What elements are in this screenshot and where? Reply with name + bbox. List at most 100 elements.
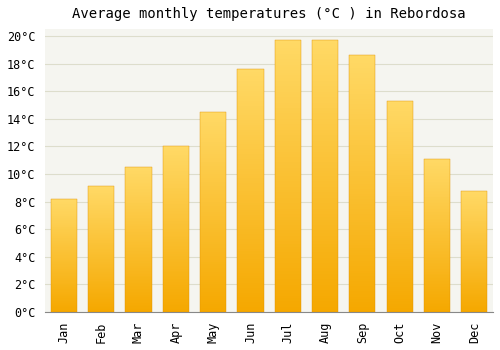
Bar <box>350 296 376 299</box>
Bar <box>126 290 152 292</box>
Bar <box>51 261 77 262</box>
Bar <box>350 243 376 245</box>
Bar <box>312 144 338 146</box>
Bar <box>88 278 114 279</box>
Bar <box>274 309 301 312</box>
Bar <box>350 263 376 266</box>
Bar <box>200 166 226 168</box>
Bar <box>88 273 114 274</box>
Bar <box>386 149 413 152</box>
Bar <box>162 284 189 286</box>
Bar <box>162 184 189 186</box>
Bar <box>424 310 450 312</box>
Bar <box>312 135 338 138</box>
Bar <box>424 194 450 196</box>
Bar <box>386 272 413 274</box>
Bar <box>88 189 114 190</box>
Bar <box>386 310 413 312</box>
Bar <box>51 228 77 229</box>
Bar <box>386 215 413 217</box>
Bar <box>88 198 114 199</box>
Bar <box>200 230 226 232</box>
Bar <box>424 197 450 198</box>
Bar <box>386 228 413 230</box>
Bar <box>386 242 413 244</box>
Bar <box>88 283 114 284</box>
Bar <box>424 193 450 194</box>
Bar <box>274 287 301 290</box>
Bar <box>238 156 264 159</box>
Bar <box>162 216 189 218</box>
Bar <box>312 282 338 285</box>
Bar <box>462 234 487 236</box>
Bar <box>51 289 77 290</box>
Bar <box>462 247 487 249</box>
Bar <box>312 122 338 124</box>
Bar <box>238 84 264 86</box>
Bar <box>200 132 226 134</box>
Bar <box>424 212 450 214</box>
Bar <box>126 196 152 197</box>
Bar <box>386 111 413 113</box>
Bar <box>462 217 487 218</box>
Bar <box>238 144 264 147</box>
Bar <box>424 292 450 294</box>
Bar <box>126 270 152 271</box>
Bar <box>386 278 413 280</box>
Bar <box>200 296 226 298</box>
Bar <box>126 216 152 218</box>
Bar <box>200 158 226 160</box>
Bar <box>312 160 338 162</box>
Bar <box>238 86 264 89</box>
Bar <box>312 219 338 222</box>
Bar <box>312 165 338 168</box>
Bar <box>126 296 152 297</box>
Bar <box>424 271 450 272</box>
Bar <box>162 231 189 232</box>
Bar <box>51 199 77 312</box>
Bar <box>312 97 338 100</box>
Bar <box>238 275 264 278</box>
Bar <box>312 258 338 260</box>
Bar <box>200 160 226 162</box>
Bar <box>424 177 450 179</box>
Bar <box>238 283 264 285</box>
Bar <box>386 170 413 173</box>
Bar <box>126 222 152 224</box>
Bar <box>312 89 338 92</box>
Bar <box>424 297 450 298</box>
Bar <box>462 298 487 299</box>
Bar <box>200 128 226 130</box>
Bar <box>238 198 264 200</box>
Bar <box>88 225 114 226</box>
Bar <box>162 193 189 194</box>
Bar <box>200 144 226 146</box>
Bar <box>274 173 301 176</box>
Bar <box>51 301 77 302</box>
Bar <box>424 217 450 218</box>
Bar <box>350 163 376 166</box>
Bar <box>424 209 450 211</box>
Bar <box>88 308 114 309</box>
Bar <box>126 183 152 184</box>
Bar <box>126 231 152 232</box>
Bar <box>424 189 450 191</box>
Bar <box>386 291 413 293</box>
Bar <box>200 248 226 250</box>
Bar <box>200 170 226 172</box>
Bar <box>126 251 152 253</box>
Bar <box>462 215 487 216</box>
Bar <box>462 303 487 304</box>
Bar <box>386 211 413 213</box>
Bar <box>238 125 264 127</box>
Bar <box>312 48 338 51</box>
Bar <box>238 302 264 304</box>
Bar <box>274 307 301 309</box>
Bar <box>312 86 338 89</box>
Bar <box>51 200 77 201</box>
Bar <box>386 177 413 179</box>
Bar <box>162 289 189 290</box>
Bar <box>88 222 114 223</box>
Bar <box>162 247 189 249</box>
Bar <box>51 214 77 215</box>
